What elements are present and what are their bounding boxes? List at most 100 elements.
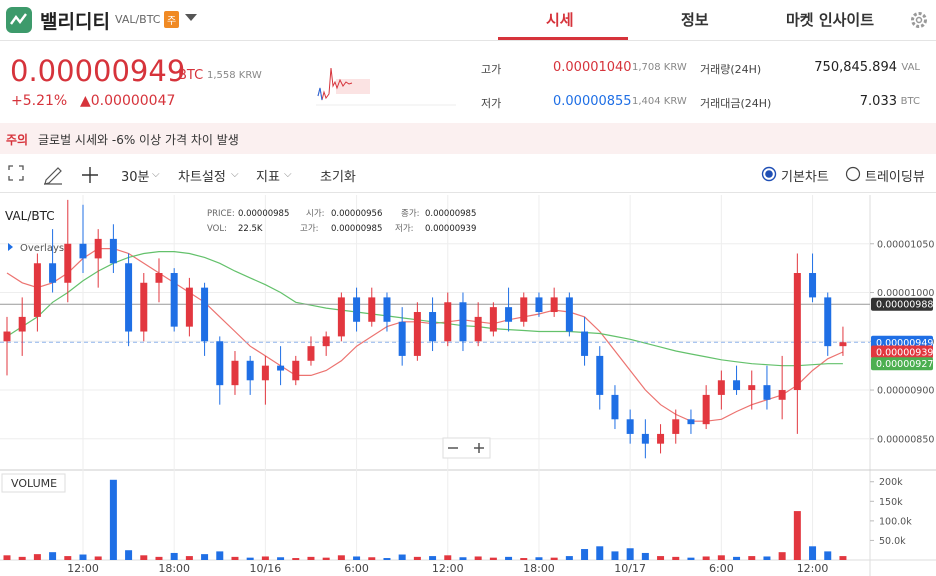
candle-body bbox=[429, 312, 437, 342]
volume-bar bbox=[839, 556, 847, 560]
toolbar-icons[interactable] bbox=[8, 165, 108, 185]
chevron: ⌵ bbox=[284, 169, 292, 180]
candle-body bbox=[733, 380, 741, 391]
candle-body bbox=[3, 331, 11, 342]
price-tag bbox=[871, 335, 933, 349]
candle-body bbox=[64, 243, 72, 283]
candle-body bbox=[368, 297, 376, 322]
x-tick-label: 18:00 bbox=[523, 562, 555, 575]
volume-bar bbox=[626, 548, 634, 560]
amount-unit: BTC bbox=[900, 96, 920, 107]
overlay-toggle bbox=[8, 243, 13, 251]
volume-bar bbox=[18, 556, 26, 560]
candle-body bbox=[687, 419, 695, 425]
price-tag bbox=[871, 297, 933, 311]
volume-bar bbox=[261, 556, 269, 560]
pair: VAL/BTC bbox=[115, 13, 161, 26]
volume-bar bbox=[459, 557, 467, 560]
candle-body bbox=[839, 342, 847, 347]
view-option[interactable]: 기본차트 bbox=[781, 170, 829, 185]
price-tag bbox=[871, 357, 933, 371]
chevron: ⌵ bbox=[152, 169, 160, 180]
y-tick-label: 0.00001000 bbox=[877, 288, 934, 299]
indicators[interactable]: 지표 bbox=[256, 170, 280, 185]
volume-bar bbox=[3, 555, 11, 560]
chevron: ⌵ bbox=[231, 169, 239, 180]
volume-bar bbox=[49, 552, 57, 560]
info-value: 0.00000985 bbox=[425, 209, 476, 219]
y-tick-label: 0.00000850 bbox=[877, 434, 934, 445]
y-tick-label: 0.00001050 bbox=[877, 239, 934, 250]
volume-bar bbox=[702, 556, 710, 560]
candle-body bbox=[489, 307, 497, 332]
tab[interactable]: 정보 bbox=[681, 11, 709, 29]
info-value: 22.5K bbox=[238, 224, 263, 234]
view-option[interactable]: 트레이딩뷰 bbox=[865, 170, 925, 185]
dropdown-arrow[interactable] bbox=[185, 14, 197, 22]
volume-bar bbox=[672, 556, 680, 560]
tab[interactable]: 마켓 인사이트 bbox=[786, 11, 875, 29]
notice-label: 주의 bbox=[6, 133, 29, 147]
tab[interactable]: 시세 bbox=[546, 11, 574, 29]
price-tag-label: 0.00000949 bbox=[876, 338, 933, 349]
volume-bar bbox=[140, 555, 148, 560]
candle-body bbox=[398, 321, 406, 356]
candle-body bbox=[140, 282, 148, 332]
volume-bar bbox=[201, 554, 209, 560]
volume-bar bbox=[353, 556, 361, 560]
candle-body bbox=[49, 263, 57, 283]
candle-body bbox=[277, 365, 285, 371]
candle-body bbox=[170, 273, 178, 327]
candle-body bbox=[809, 273, 817, 298]
volume-bar bbox=[535, 557, 543, 560]
reset[interactable]: 초기화 bbox=[320, 170, 356, 185]
moving-average bbox=[6, 251, 843, 367]
volume-bar bbox=[246, 557, 254, 560]
volume-bar bbox=[216, 551, 224, 560]
change-pct: +5.21% bbox=[11, 93, 68, 109]
logo bbox=[6, 7, 32, 33]
price-tag-label: 0.00000988 bbox=[876, 300, 933, 311]
coin-name: 밸리디티 bbox=[40, 11, 110, 33]
x-tick-label: 12:00 bbox=[797, 562, 829, 575]
volume-bar bbox=[809, 546, 817, 560]
candle-body bbox=[33, 263, 41, 317]
x-tick-label: 18:00 bbox=[158, 562, 190, 575]
badge: 주 bbox=[164, 11, 180, 28]
chart-settings[interactable]: 차트설정 bbox=[178, 170, 226, 185]
candle-body bbox=[672, 419, 680, 434]
candle-body bbox=[337, 297, 345, 337]
candle-body bbox=[565, 297, 573, 332]
candle-body bbox=[185, 287, 193, 327]
candle-body bbox=[79, 243, 87, 259]
radio[interactable] bbox=[845, 166, 861, 182]
candle-body bbox=[535, 297, 543, 313]
volume-bar bbox=[733, 556, 741, 560]
x-tick-label: 10/16 bbox=[250, 562, 282, 575]
candle-body bbox=[216, 341, 224, 386]
low-label: 저가 bbox=[481, 97, 502, 110]
candle-body bbox=[444, 302, 452, 342]
volume-bar bbox=[307, 556, 315, 560]
volume-bar bbox=[398, 554, 406, 560]
settings-icon[interactable] bbox=[909, 10, 929, 30]
moving-average bbox=[6, 248, 844, 422]
volume-bar bbox=[322, 557, 330, 560]
amount-value: 7.033 bbox=[859, 94, 897, 109]
x-tick-label: 6:00 bbox=[344, 562, 369, 575]
candle-body bbox=[596, 355, 604, 395]
candle-body bbox=[550, 297, 558, 313]
candle-body bbox=[657, 433, 665, 444]
high-value: 0.00001040 bbox=[553, 60, 632, 75]
radio-checked[interactable] bbox=[761, 166, 777, 182]
x-tick-label: 12:00 bbox=[432, 562, 464, 575]
price-tag-label: 0.00000939 bbox=[876, 348, 933, 359]
zoom-in[interactable] bbox=[474, 443, 484, 453]
interval[interactable]: 30분 bbox=[121, 170, 150, 185]
volume-bar bbox=[125, 550, 133, 560]
volume-bar bbox=[444, 555, 452, 560]
high-krw: 1,708 KRW bbox=[632, 62, 687, 73]
candle-body bbox=[353, 297, 361, 322]
volume-bar bbox=[170, 552, 178, 560]
